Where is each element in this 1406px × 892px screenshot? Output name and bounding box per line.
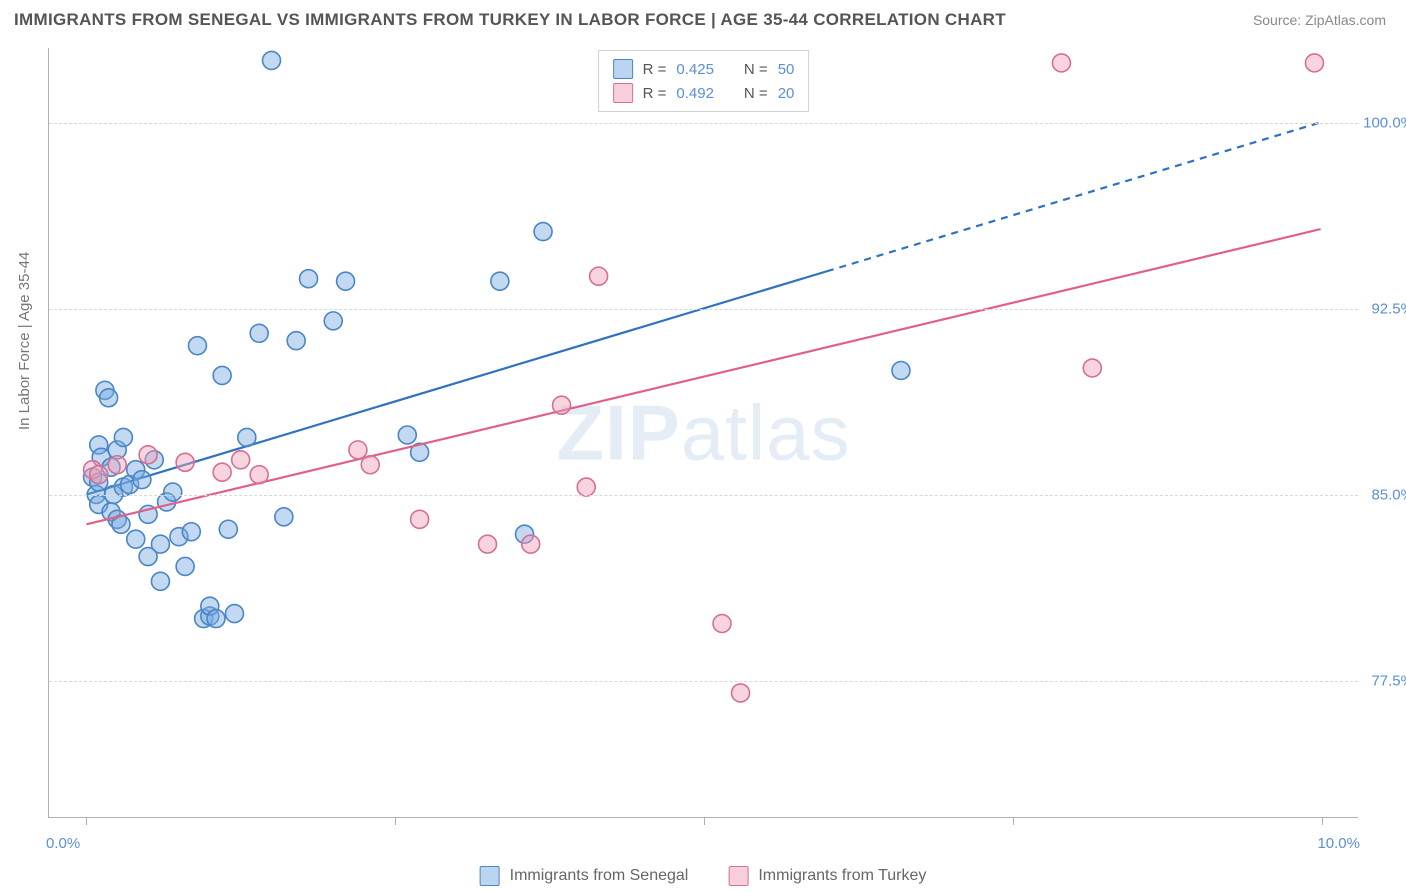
chart-plot-area: ZIPatlas R = 0.425 N = 50 R = 0.492 N = … xyxy=(48,48,1358,818)
data-point xyxy=(207,610,225,628)
chart-svg xyxy=(49,48,1358,817)
data-point xyxy=(349,441,367,459)
data-point xyxy=(263,51,281,69)
legend-row-senegal: R = 0.425 N = 50 xyxy=(613,57,795,81)
swatch-turkey-icon xyxy=(728,866,748,886)
data-point xyxy=(232,451,250,469)
data-point xyxy=(577,478,595,496)
data-point xyxy=(182,523,200,541)
gridline xyxy=(49,681,1358,682)
x-tick xyxy=(395,817,396,825)
data-point xyxy=(479,535,497,553)
data-point xyxy=(250,466,268,484)
gridline xyxy=(49,309,1358,310)
data-point xyxy=(90,466,108,484)
r-label: R = xyxy=(643,61,667,78)
r-value-turkey: 0.492 xyxy=(676,85,714,102)
x-tick xyxy=(86,817,87,825)
data-point xyxy=(139,446,157,464)
legend-label-senegal: Immigrants from Senegal xyxy=(510,867,689,885)
regression-line-dashed xyxy=(827,122,1321,271)
legend-label-turkey: Immigrants from Turkey xyxy=(758,867,926,885)
data-point xyxy=(337,272,355,290)
data-point xyxy=(213,463,231,481)
legend-correlation: R = 0.425 N = 50 R = 0.492 N = 20 xyxy=(598,50,810,112)
data-point xyxy=(213,366,231,384)
x-tick-right: 10.0% xyxy=(1317,835,1360,852)
data-point xyxy=(127,530,145,548)
n-label: N = xyxy=(744,61,768,78)
x-tick xyxy=(1013,817,1014,825)
data-point xyxy=(238,428,256,446)
y-tick-label: 77.5% xyxy=(1371,673,1406,690)
swatch-senegal-icon xyxy=(613,59,633,79)
data-point xyxy=(108,456,126,474)
swatch-turkey-icon xyxy=(613,83,633,103)
legend-item-senegal: Immigrants from Senegal xyxy=(480,866,689,886)
data-point xyxy=(250,324,268,342)
chart-source: Source: ZipAtlas.com xyxy=(1253,12,1386,28)
x-tick xyxy=(704,817,705,825)
chart-title: IMMIGRANTS FROM SENEGAL VS IMMIGRANTS FR… xyxy=(14,10,1006,30)
data-point xyxy=(133,471,151,489)
gridline xyxy=(49,495,1358,496)
y-axis-label: In Labor Force | Age 35-44 xyxy=(16,252,33,430)
x-tick xyxy=(1322,817,1323,825)
swatch-senegal-icon xyxy=(480,866,500,886)
data-point xyxy=(151,535,169,553)
legend-row-turkey: R = 0.492 N = 20 xyxy=(613,81,795,105)
data-point xyxy=(553,396,571,414)
legend-series: Immigrants from Senegal Immigrants from … xyxy=(480,866,927,886)
data-point xyxy=(892,361,910,379)
data-point xyxy=(176,453,194,471)
data-point xyxy=(225,605,243,623)
data-point xyxy=(275,508,293,526)
data-point xyxy=(491,272,509,290)
data-point xyxy=(522,535,540,553)
data-point xyxy=(164,483,182,501)
chart-header: IMMIGRANTS FROM SENEGAL VS IMMIGRANTS FR… xyxy=(0,0,1406,38)
data-point xyxy=(411,510,429,528)
data-point xyxy=(114,428,132,446)
data-point xyxy=(732,684,750,702)
data-point xyxy=(287,332,305,350)
y-tick-label: 100.0% xyxy=(1363,114,1406,131)
data-point xyxy=(713,615,731,633)
data-point xyxy=(1083,359,1101,377)
data-point xyxy=(361,456,379,474)
data-point xyxy=(151,572,169,590)
data-point xyxy=(1052,54,1070,72)
n-label: N = xyxy=(744,85,768,102)
legend-item-turkey: Immigrants from Turkey xyxy=(728,866,926,886)
data-point xyxy=(398,426,416,444)
data-point xyxy=(188,337,206,355)
data-point xyxy=(534,223,552,241)
data-point xyxy=(100,389,118,407)
x-tick-left: 0.0% xyxy=(46,835,80,852)
data-point xyxy=(300,270,318,288)
n-value-turkey: 20 xyxy=(778,85,795,102)
n-value-senegal: 50 xyxy=(778,61,795,78)
data-point xyxy=(324,312,342,330)
y-tick-label: 92.5% xyxy=(1371,300,1406,317)
data-point xyxy=(176,557,194,575)
gridline xyxy=(49,123,1358,124)
y-tick-label: 85.0% xyxy=(1371,487,1406,504)
r-value-senegal: 0.425 xyxy=(676,61,714,78)
data-point xyxy=(219,520,237,538)
regression-line xyxy=(86,229,1320,524)
regression-line xyxy=(86,271,827,494)
data-point xyxy=(590,267,608,285)
data-point xyxy=(1305,54,1323,72)
r-label: R = xyxy=(643,85,667,102)
